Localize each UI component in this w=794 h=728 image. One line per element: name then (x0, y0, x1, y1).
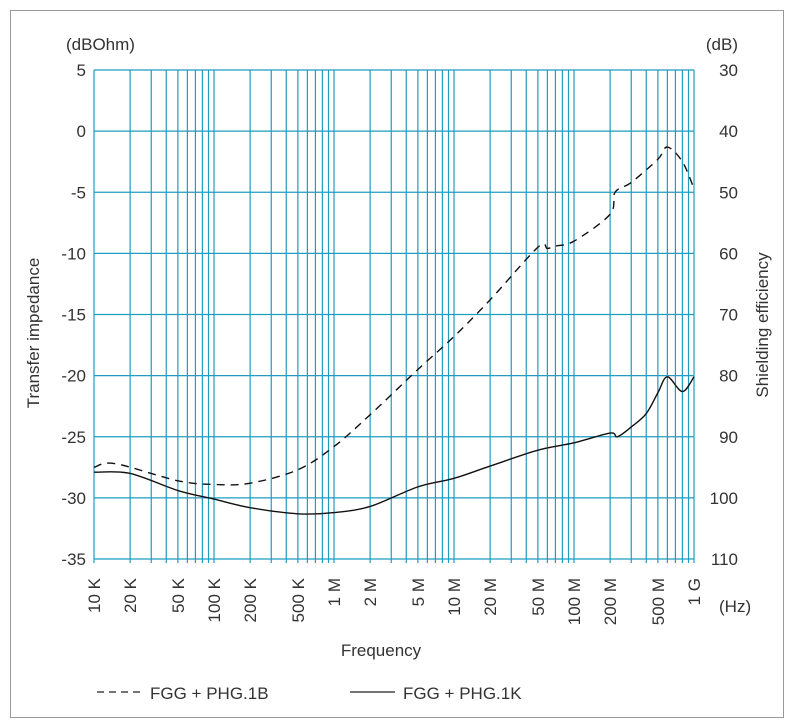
y-tick-label-left: 5 (77, 61, 86, 80)
x-tick-label: 1 G (685, 578, 704, 605)
x-tick-label: 10 K (85, 577, 104, 613)
y-tick-label-right: 60 (719, 244, 738, 263)
chart-frame (10, 10, 784, 718)
y-tick-label-right: 40 (719, 122, 738, 141)
y-tick-label-right: 100 (710, 489, 738, 508)
y-tick-label-right: 50 (719, 183, 738, 202)
y-tick-label-right: 30 (719, 61, 738, 80)
legend-label: FGG + PHG.1K (403, 684, 522, 703)
x-tick-label: 500 M (649, 578, 668, 625)
x-tick-label: 50 K (169, 577, 188, 613)
x-tick-label: 20 M (481, 578, 500, 616)
x-axis-label: Frequency (341, 641, 422, 660)
x-tick-label: 20 K (121, 577, 140, 613)
legend: FGG + PHG.1B FGG + PHG.1K (97, 684, 522, 703)
y-tick-label-right: 90 (719, 428, 738, 447)
y-axis-label-left: Transfer impedance (24, 258, 43, 409)
x-tick-label: 500 K (289, 577, 308, 622)
y-tick-label-left: -15 (61, 306, 86, 325)
y-tick-label-left: -10 (61, 244, 86, 263)
y-tick-label-right: 110 (711, 550, 738, 569)
x-tick-label: 5 M (409, 578, 428, 606)
x-tick-label: 100 K (205, 577, 224, 622)
y-unit-left: (dBOhm) (66, 35, 135, 54)
y-unit-right: (dB) (706, 35, 738, 54)
x-tick-label: 10 M (445, 578, 464, 616)
y-tick-label-left: -30 (61, 489, 86, 508)
x-tick-label: 50 M (529, 578, 548, 616)
x-tick-label: 100 M (565, 578, 584, 625)
legend-label: FGG + PHG.1B (150, 684, 269, 703)
y-tick-label-left: -35 (61, 550, 86, 569)
y-tick-label-left: -20 (61, 367, 86, 386)
x-unit: (Hz) (719, 597, 751, 616)
tick-labels: 5 30 0 40 -5 50 -10 60 -15 70 -20 80 -25 90 -30 100 -35 1… (61, 61, 738, 625)
y-axis-label-right: Shielding efficiency (753, 252, 772, 398)
y-tick-label-left: -5 (71, 183, 86, 202)
x-tick-label: 200 M (601, 578, 620, 625)
series-layer (93, 146, 695, 515)
series-line-dashed (93, 146, 695, 486)
x-tick-label: 200 K (241, 577, 260, 622)
y-tick-label-left: -25 (61, 428, 86, 447)
grid (93, 69, 695, 563)
y-tick-label-left: 0 (77, 122, 86, 141)
y-tick-label-right: 70 (719, 306, 738, 325)
x-tick-label: 1 M (325, 578, 344, 606)
x-tick-label: 2 M (361, 578, 380, 606)
y-tick-label-right: 80 (719, 367, 738, 386)
series-line-solid (93, 376, 695, 515)
